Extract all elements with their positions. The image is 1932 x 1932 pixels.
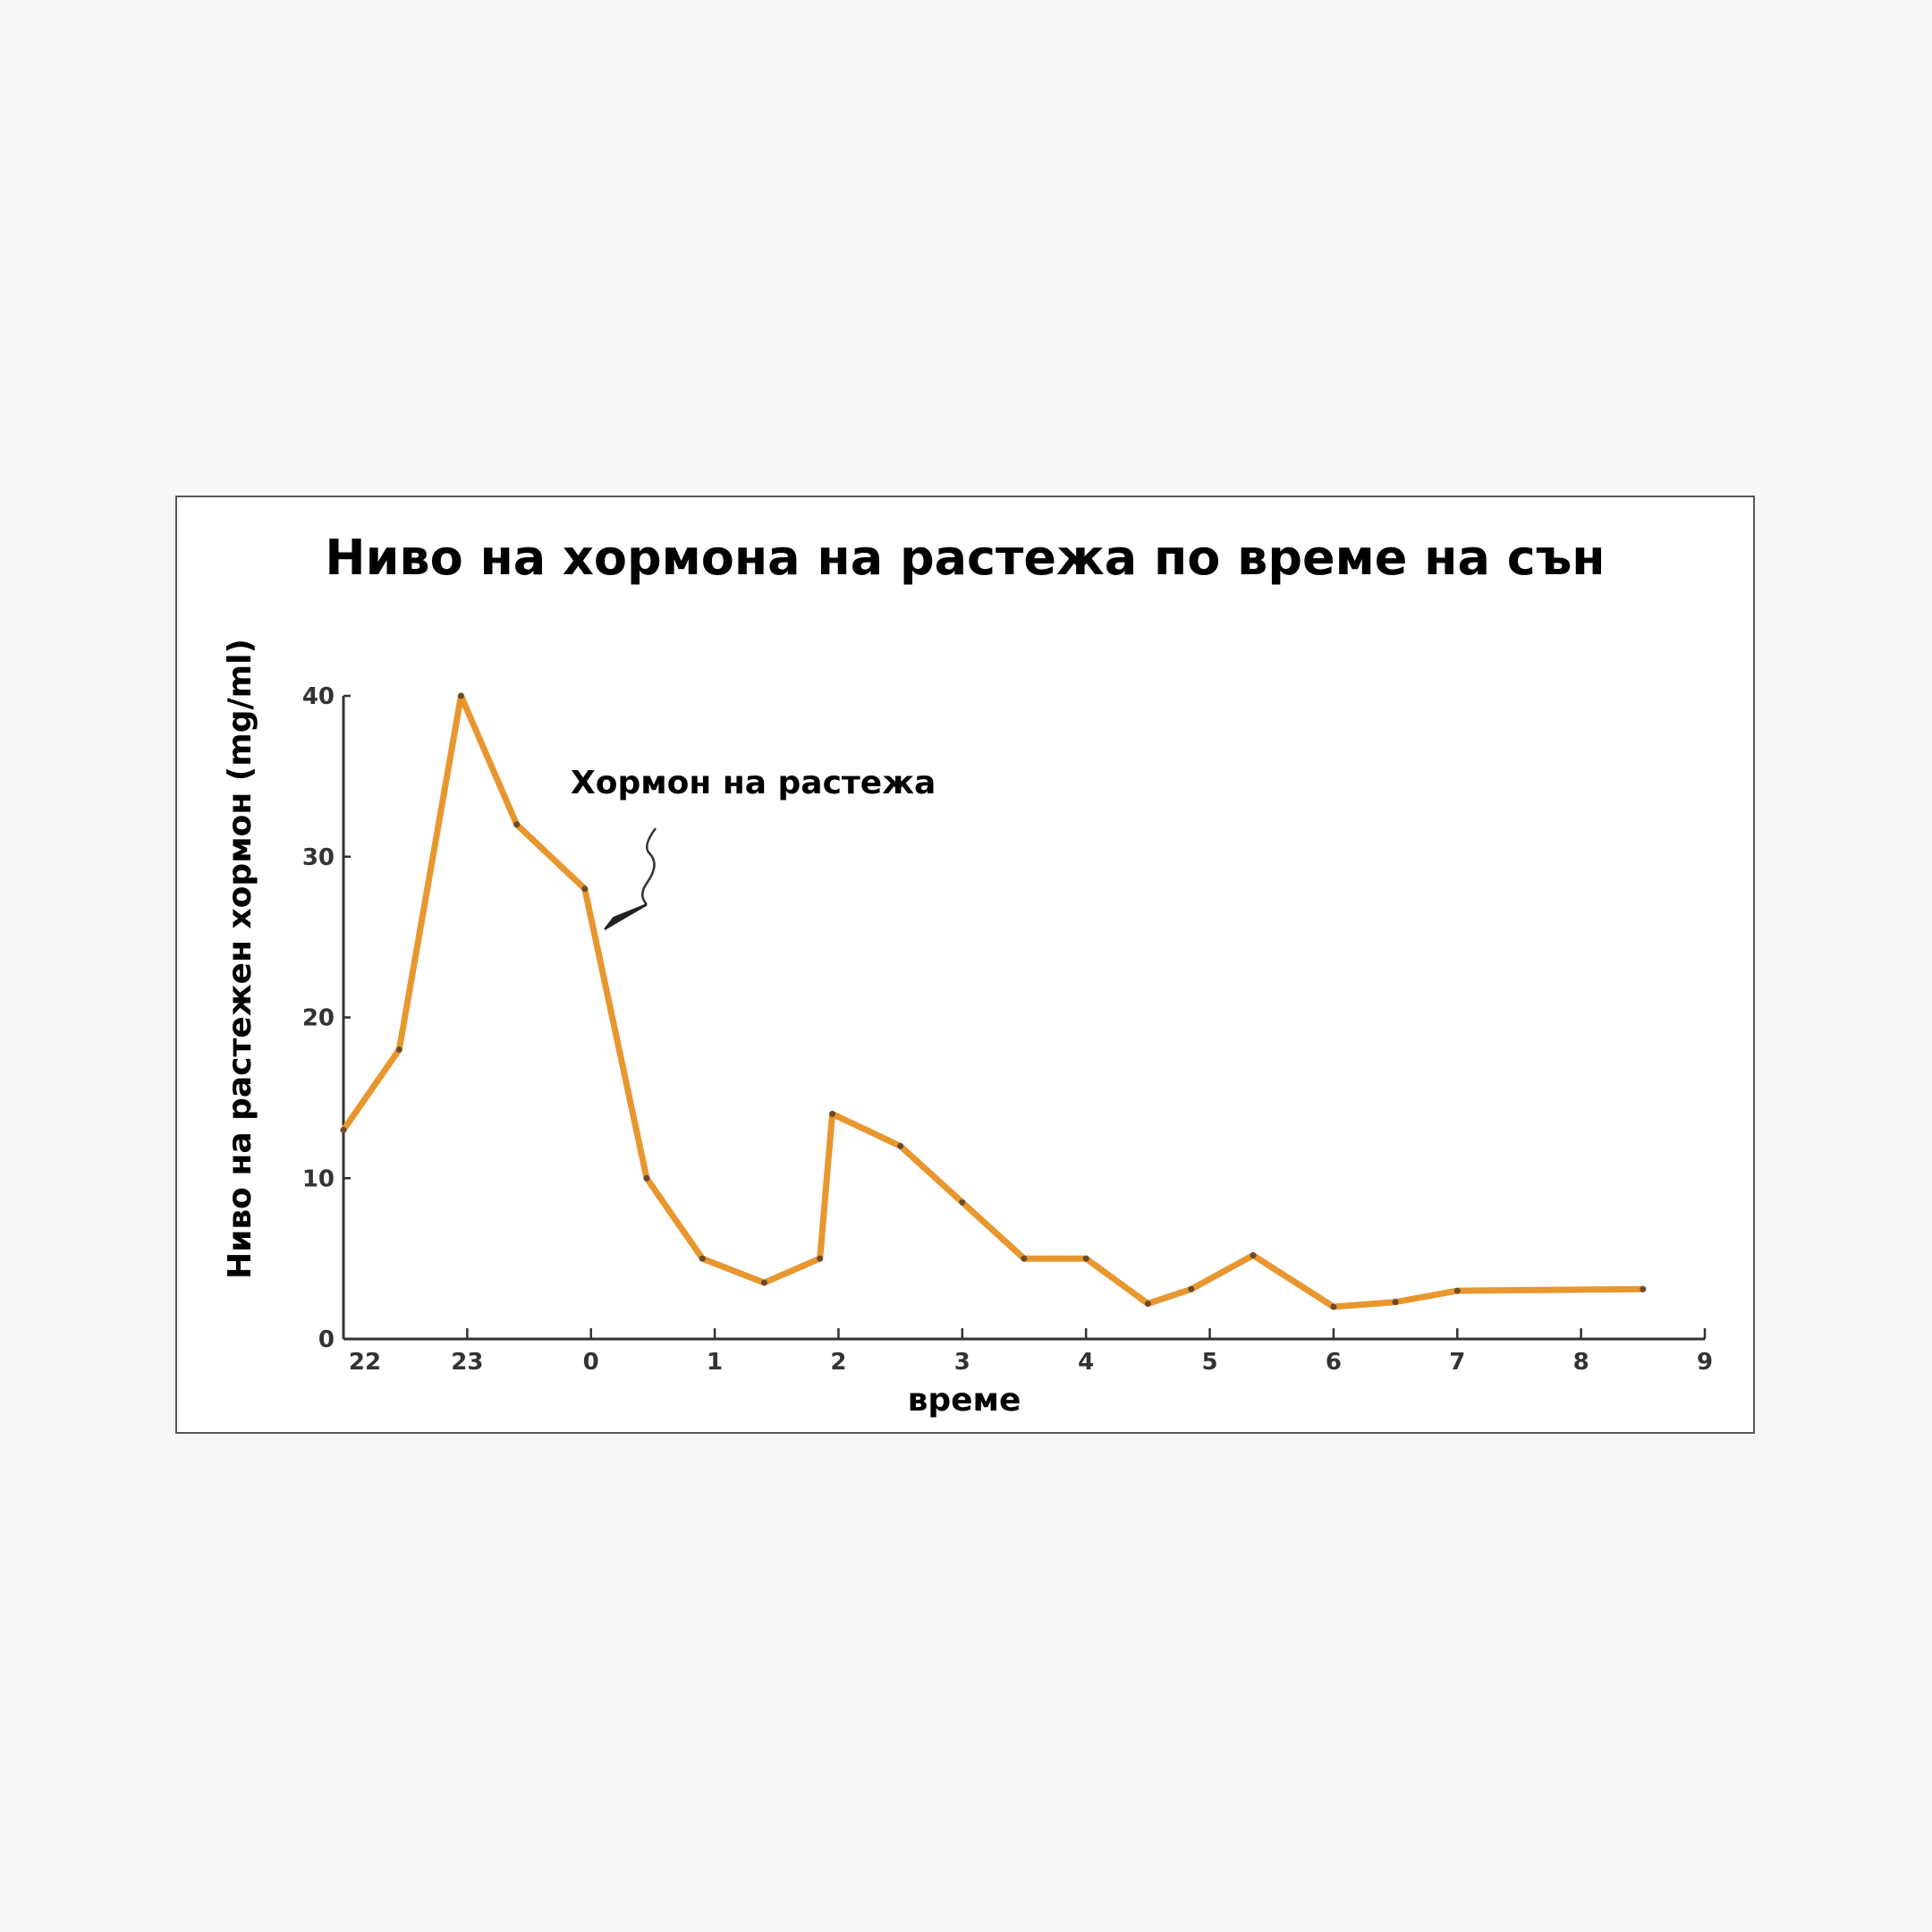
y-tick-label: 20 — [302, 1005, 335, 1032]
x-tick-label: 8 — [1573, 1349, 1589, 1376]
data-point — [1144, 1300, 1151, 1307]
x-tick-label: 23 — [451, 1349, 483, 1376]
data-point — [395, 1046, 402, 1053]
data-point — [1250, 1252, 1257, 1259]
data-point — [581, 886, 589, 893]
x-tick-label: 2 — [830, 1349, 846, 1376]
y-tick-label: 40 — [302, 683, 335, 710]
axes — [342, 696, 1705, 1341]
data-point — [457, 692, 464, 699]
y-axis-label: Ниво на растежен хормон (mg/ml) — [222, 639, 258, 1279]
data-point — [829, 1110, 836, 1117]
data-point — [340, 1126, 347, 1133]
x-tick-label: 22 — [349, 1349, 381, 1376]
data-point — [1188, 1285, 1195, 1292]
data-point — [1330, 1303, 1337, 1310]
x-tick-label: 4 — [1078, 1349, 1094, 1376]
data-point — [959, 1199, 966, 1206]
annotation-arrow-shaft — [607, 902, 648, 928]
data-point — [760, 1279, 767, 1286]
data-point — [1392, 1299, 1399, 1306]
x-axis-label: време — [908, 1382, 1021, 1419]
x-tick-label: 0 — [583, 1349, 599, 1376]
annotation-squiggle — [641, 827, 657, 905]
data-point — [513, 821, 521, 828]
data-point — [897, 1142, 904, 1149]
annotation: Хормон на растежа — [571, 765, 936, 930]
data-point — [699, 1255, 706, 1262]
x-tick-label: 9 — [1697, 1349, 1713, 1376]
data-point — [817, 1255, 824, 1262]
y-tick-label: 10 — [302, 1165, 335, 1192]
x-tick-label: 5 — [1201, 1349, 1217, 1376]
chart-title: Ниво на хормона на растежа по време на с… — [325, 530, 1606, 586]
data-point — [1082, 1255, 1089, 1262]
x-tick-label: 1 — [707, 1349, 723, 1376]
x-tick-label: 6 — [1326, 1349, 1342, 1376]
data-point — [1453, 1287, 1461, 1294]
series-line — [340, 692, 1647, 1310]
series — [340, 692, 1647, 1310]
annotation-label: Хормон на растежа — [571, 765, 936, 801]
x-tick-label: 3 — [954, 1349, 970, 1376]
data-point — [1021, 1255, 1028, 1262]
data-point — [1640, 1285, 1647, 1292]
y-tick-label: 0 — [318, 1326, 335, 1353]
data-point — [643, 1174, 650, 1182]
y-tick-label: 30 — [302, 844, 335, 871]
chart-frame: Ниво на хормона на растежа по време на с… — [175, 496, 1755, 1434]
x-tick-label: 7 — [1449, 1349, 1465, 1376]
